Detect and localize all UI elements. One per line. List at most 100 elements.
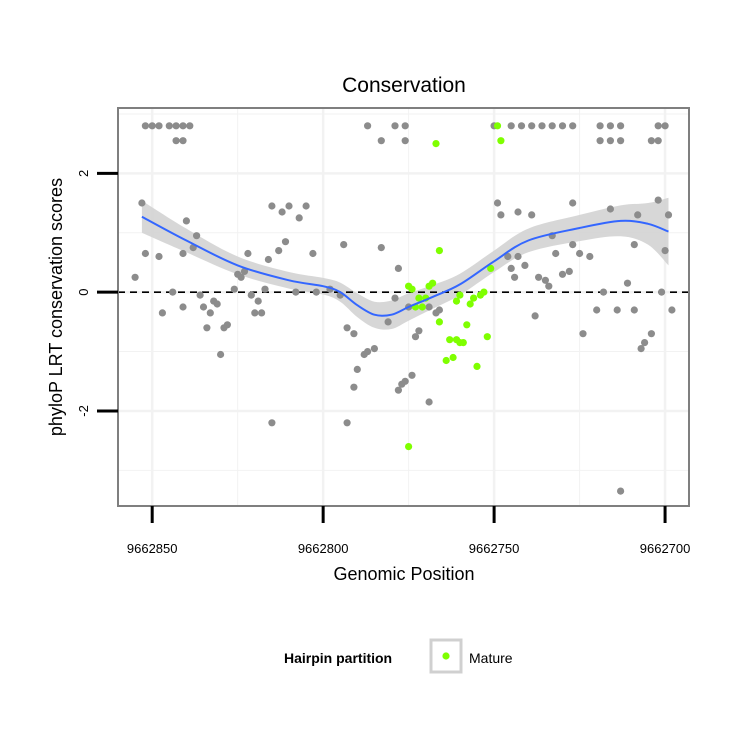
data-point-other — [514, 208, 522, 216]
data-point-other — [531, 312, 539, 320]
data-point-mature — [452, 297, 461, 305]
data-point-other — [630, 306, 638, 314]
data-point-other — [281, 238, 290, 246]
data-point-other — [364, 348, 372, 356]
data-point-other — [565, 267, 573, 275]
data-point-other — [504, 252, 512, 261]
data-point-mature — [493, 122, 502, 130]
x-axis: 9662850 9662800 9662750 9662700 — [127, 506, 690, 556]
data-point-other — [353, 365, 361, 373]
data-point-other — [401, 137, 409, 145]
data-point-other — [240, 267, 249, 275]
data-point-other — [302, 202, 310, 210]
data-point-other — [507, 122, 515, 130]
data-point-mature — [473, 362, 481, 370]
data-point-other — [569, 122, 577, 130]
data-point-other — [541, 276, 550, 284]
data-point-other — [493, 199, 502, 207]
data-point-other — [545, 282, 553, 290]
data-point-other — [285, 202, 293, 210]
y-axis: -2 0 2 — [76, 170, 118, 417]
data-point-other — [384, 318, 392, 326]
data-point-mature — [435, 318, 443, 326]
data-point-other — [510, 273, 519, 281]
data-point-other — [569, 241, 577, 249]
data-point-other — [664, 211, 673, 219]
data-point-other — [268, 202, 276, 210]
confidence-ribbon-layer — [141, 197, 669, 330]
data-point-mature — [449, 353, 457, 362]
data-point-other — [394, 386, 402, 394]
data-point-other — [647, 330, 656, 338]
data-point-other — [654, 196, 662, 204]
data-point-other — [343, 324, 351, 332]
confidence-ribbon — [141, 197, 669, 330]
y-tick-label: 2 — [76, 170, 91, 177]
data-point-other — [261, 285, 269, 293]
data-point-other — [623, 279, 632, 287]
data-point-other — [179, 122, 187, 130]
data-point-other — [193, 232, 201, 240]
data-point-other — [415, 327, 423, 335]
data-point-other — [370, 345, 378, 353]
data-point-other — [244, 249, 252, 258]
plot-panel — [117, 107, 690, 507]
data-point-other — [507, 264, 515, 272]
data-point-other — [654, 137, 662, 145]
data-point-other — [196, 291, 204, 299]
data-point-other — [268, 419, 276, 427]
data-point-other — [172, 122, 180, 130]
data-point-other — [637, 345, 645, 353]
data-point-other — [661, 122, 669, 130]
data-point-other — [165, 122, 173, 130]
data-point-other — [613, 306, 621, 314]
data-point-other — [517, 122, 526, 130]
data-point-other — [141, 122, 149, 130]
legend: Hairpin partition Mature — [284, 638, 513, 674]
data-point-other — [391, 122, 399, 130]
data-point-other — [521, 261, 529, 269]
data-point-other — [179, 249, 187, 258]
data-point-other — [148, 122, 156, 130]
x-axis-title: Genomic Position — [333, 564, 474, 584]
data-point-mature — [487, 264, 495, 272]
data-point-mature — [429, 279, 437, 287]
data-point-other — [538, 122, 546, 130]
data-point-other — [251, 309, 259, 317]
panel-border — [117, 107, 690, 507]
data-point-other — [579, 330, 587, 338]
y-tick-label: 0 — [76, 289, 91, 296]
data-point-other — [377, 244, 385, 252]
y-tick-label: -2 — [76, 405, 91, 417]
data-point-mature — [408, 285, 416, 293]
data-point-mature — [483, 333, 491, 341]
data-point-other — [254, 297, 262, 305]
smooth-line-layer — [141, 215, 669, 317]
data-point-other — [606, 205, 615, 213]
data-point-other — [350, 383, 358, 391]
data-point-other — [343, 419, 351, 427]
data-point-other — [599, 288, 608, 296]
data-point-other — [220, 324, 228, 332]
data-point-other — [230, 285, 238, 293]
data-point-mature — [497, 137, 505, 145]
data-point-other — [593, 306, 601, 314]
data-point-other — [213, 300, 221, 308]
x-tick-label: 9662750 — [469, 541, 520, 556]
smooth-line — [141, 215, 669, 317]
data-point-other — [199, 303, 208, 311]
data-point-other — [647, 137, 656, 145]
data-point-other — [411, 333, 420, 341]
data-point-mature — [405, 443, 413, 451]
data-point-mature — [418, 303, 426, 311]
data-point-mature — [480, 288, 488, 296]
data-point-other — [668, 306, 676, 314]
legend-label-mature: Mature — [469, 650, 513, 666]
data-point-other — [535, 273, 543, 281]
x-tick-label: 9662700 — [640, 541, 691, 556]
data-point-other — [548, 122, 556, 130]
data-point-other — [237, 273, 245, 281]
other-points — [131, 122, 676, 495]
data-point-other — [552, 249, 560, 258]
